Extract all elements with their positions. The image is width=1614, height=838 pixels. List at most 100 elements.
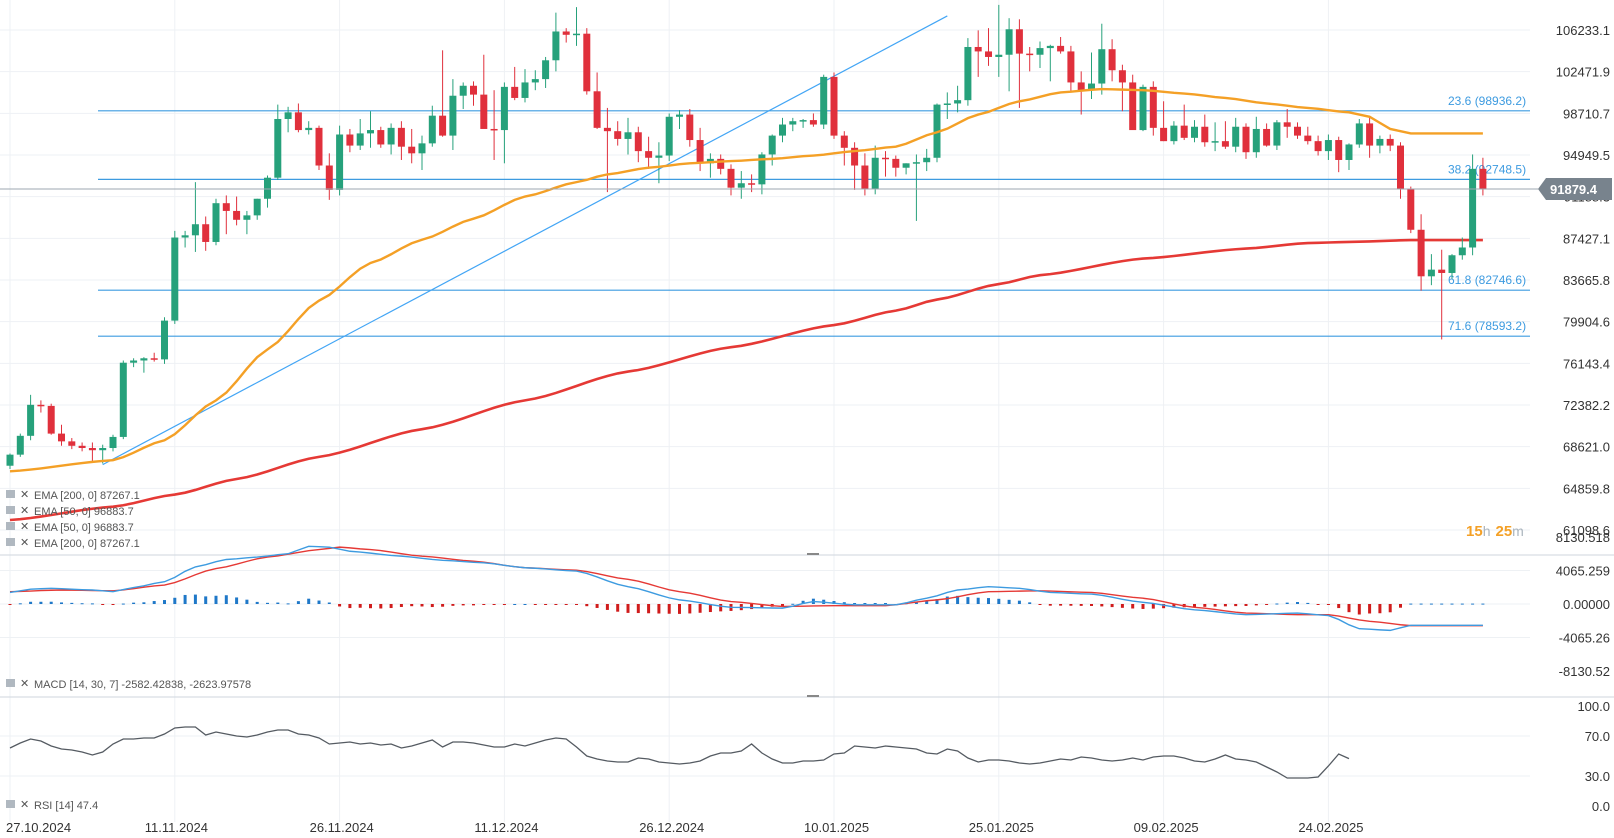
settings-icon[interactable] <box>6 506 15 514</box>
rsi-pane[interactable] <box>9 726 1350 779</box>
macd-histogram-bar <box>688 604 692 614</box>
candle-body <box>1221 141 1229 147</box>
candle-body <box>892 158 900 168</box>
macd-histogram-bar <box>121 603 125 605</box>
candle <box>1335 136 1343 173</box>
settings-icon[interactable] <box>6 538 15 546</box>
settings-icon[interactable] <box>6 490 15 498</box>
candle-body <box>470 85 477 95</box>
candle <box>88 442 96 462</box>
macd-histogram-bar <box>1141 604 1145 609</box>
candle <box>696 127 704 172</box>
ema-legend-item[interactable]: ✕ EMA [50, 0] 96883.7 <box>6 505 134 518</box>
candle <box>284 106 292 133</box>
close-icon[interactable]: ✕ <box>20 537 29 549</box>
close-icon[interactable]: ✕ <box>20 799 29 811</box>
close-icon[interactable]: ✕ <box>20 521 29 533</box>
candle-body <box>1407 188 1415 230</box>
candle-body <box>397 127 405 147</box>
macd-histogram-bar <box>1120 604 1124 608</box>
candle <box>1211 122 1219 152</box>
ema-legend-item[interactable]: ✕ EMA [200, 0] 87267.1 <box>6 489 140 502</box>
macd-histogram-bar <box>801 600 805 604</box>
macd-histogram-bar <box>1110 604 1114 608</box>
macd-pane-resize-handle[interactable] <box>807 695 819 697</box>
macd-histogram-bar <box>1059 604 1063 606</box>
candle-body <box>1479 168 1487 190</box>
candle <box>140 357 148 373</box>
macd-histogram-bar <box>214 595 218 604</box>
candle <box>624 117 632 155</box>
candle-body <box>305 127 313 131</box>
macd-axis: 8130.518 4065.259 0.00000 -4065.26 -8130.52 <box>1556 530 1610 679</box>
candle <box>202 216 210 251</box>
close-icon[interactable]: ✕ <box>20 489 29 501</box>
macd-histogram-bar <box>60 602 63 604</box>
settings-icon[interactable] <box>6 800 15 808</box>
price-axis[interactable]: 106233.1102471.998710.794949.591188.3874… <box>1556 23 1610 538</box>
macd-histogram-bar <box>1244 604 1248 606</box>
rsi-legend[interactable]: ✕ RSI [14] 47.4 <box>6 799 98 812</box>
candle <box>655 142 663 184</box>
macd-histogram-bar <box>997 598 1001 604</box>
candle-body <box>511 86 519 98</box>
date-axis[interactable]: 27.10.2024 11.11.2024 26.11.2024 11.12.2024… <box>6 820 1363 835</box>
date-tick-label: 24.02.2025 <box>1298 820 1363 835</box>
ema-legend-item[interactable]: ✕ EMA [50, 0] 96883.7 <box>6 521 134 534</box>
candlesticks[interactable] <box>6 4 1487 470</box>
trendline[interactable] <box>102 15 948 466</box>
candle-body <box>655 155 663 158</box>
candle-body <box>130 360 138 363</box>
candle-body <box>99 448 107 451</box>
candle <box>181 230 189 248</box>
macd-histogram-bar <box>441 604 445 607</box>
ema200-line[interactable] <box>9 238 1483 522</box>
candle-body <box>1170 125 1178 142</box>
fibonacci-levels[interactable]: 23.6 (98936.2) 38.2 (92748.5) 61.8 (82746.… <box>98 94 1530 337</box>
candle-body <box>284 112 292 119</box>
main-pane-resize-handle[interactable] <box>807 553 819 555</box>
ema-legend-label: EMA [50, 0] 96883.7 <box>34 522 134 534</box>
candle-body <box>1376 138 1384 146</box>
macd-histogram-bar <box>1419 603 1423 605</box>
macd-histogram-bar <box>327 602 331 604</box>
candle <box>1263 123 1271 147</box>
settings-icon[interactable] <box>6 522 15 530</box>
candle <box>531 70 539 91</box>
candle <box>367 111 374 148</box>
settings-icon[interactable] <box>6 679 15 687</box>
countdown-hours-unit: h <box>1483 523 1491 539</box>
candle <box>418 135 426 170</box>
close-icon[interactable]: ✕ <box>20 505 29 517</box>
candle <box>408 128 416 164</box>
fib-label: 23.6 (98936.2) <box>1448 94 1526 108</box>
ema50-line[interactable] <box>9 87 1483 473</box>
macd-histogram-bar <box>183 594 187 604</box>
indicator-legend[interactable]: ✕ EMA [200, 0] 87267.1 ✕ EMA [50, 0] 96883.… <box>6 489 140 550</box>
candle-body <box>1232 126 1240 147</box>
macd-histogram-bar <box>389 604 393 609</box>
macd-histogram-bar <box>1450 603 1454 605</box>
candle <box>645 136 653 169</box>
macd-histogram-bar <box>884 603 887 605</box>
candle-body <box>645 151 653 158</box>
macd-histogram-bar <box>523 604 527 605</box>
candle <box>768 134 776 166</box>
candle <box>1108 39 1116 82</box>
close-icon[interactable]: ✕ <box>20 678 29 690</box>
current-price-label: 91879.4 <box>1550 182 1598 197</box>
macd-histogram-bar <box>492 604 496 605</box>
macd-pane[interactable] <box>8 545 1485 632</box>
macd-histogram-bar <box>842 602 846 604</box>
candle <box>665 113 673 162</box>
ema200-path <box>9 238 1483 522</box>
macd-histogram-bar <box>1079 604 1083 606</box>
ema-legend-item[interactable]: ✕ EMA [200, 0] 87267.1 <box>6 537 140 550</box>
candle <box>1201 114 1209 147</box>
macd-legend[interactable]: ✕ MACD [14, 30, 7] -2582.42838, -2623.97… <box>6 678 251 691</box>
candle-body <box>1077 82 1085 91</box>
macd-histogram-bar <box>461 604 465 606</box>
candle <box>573 7 580 46</box>
candle-body <box>1438 269 1446 273</box>
